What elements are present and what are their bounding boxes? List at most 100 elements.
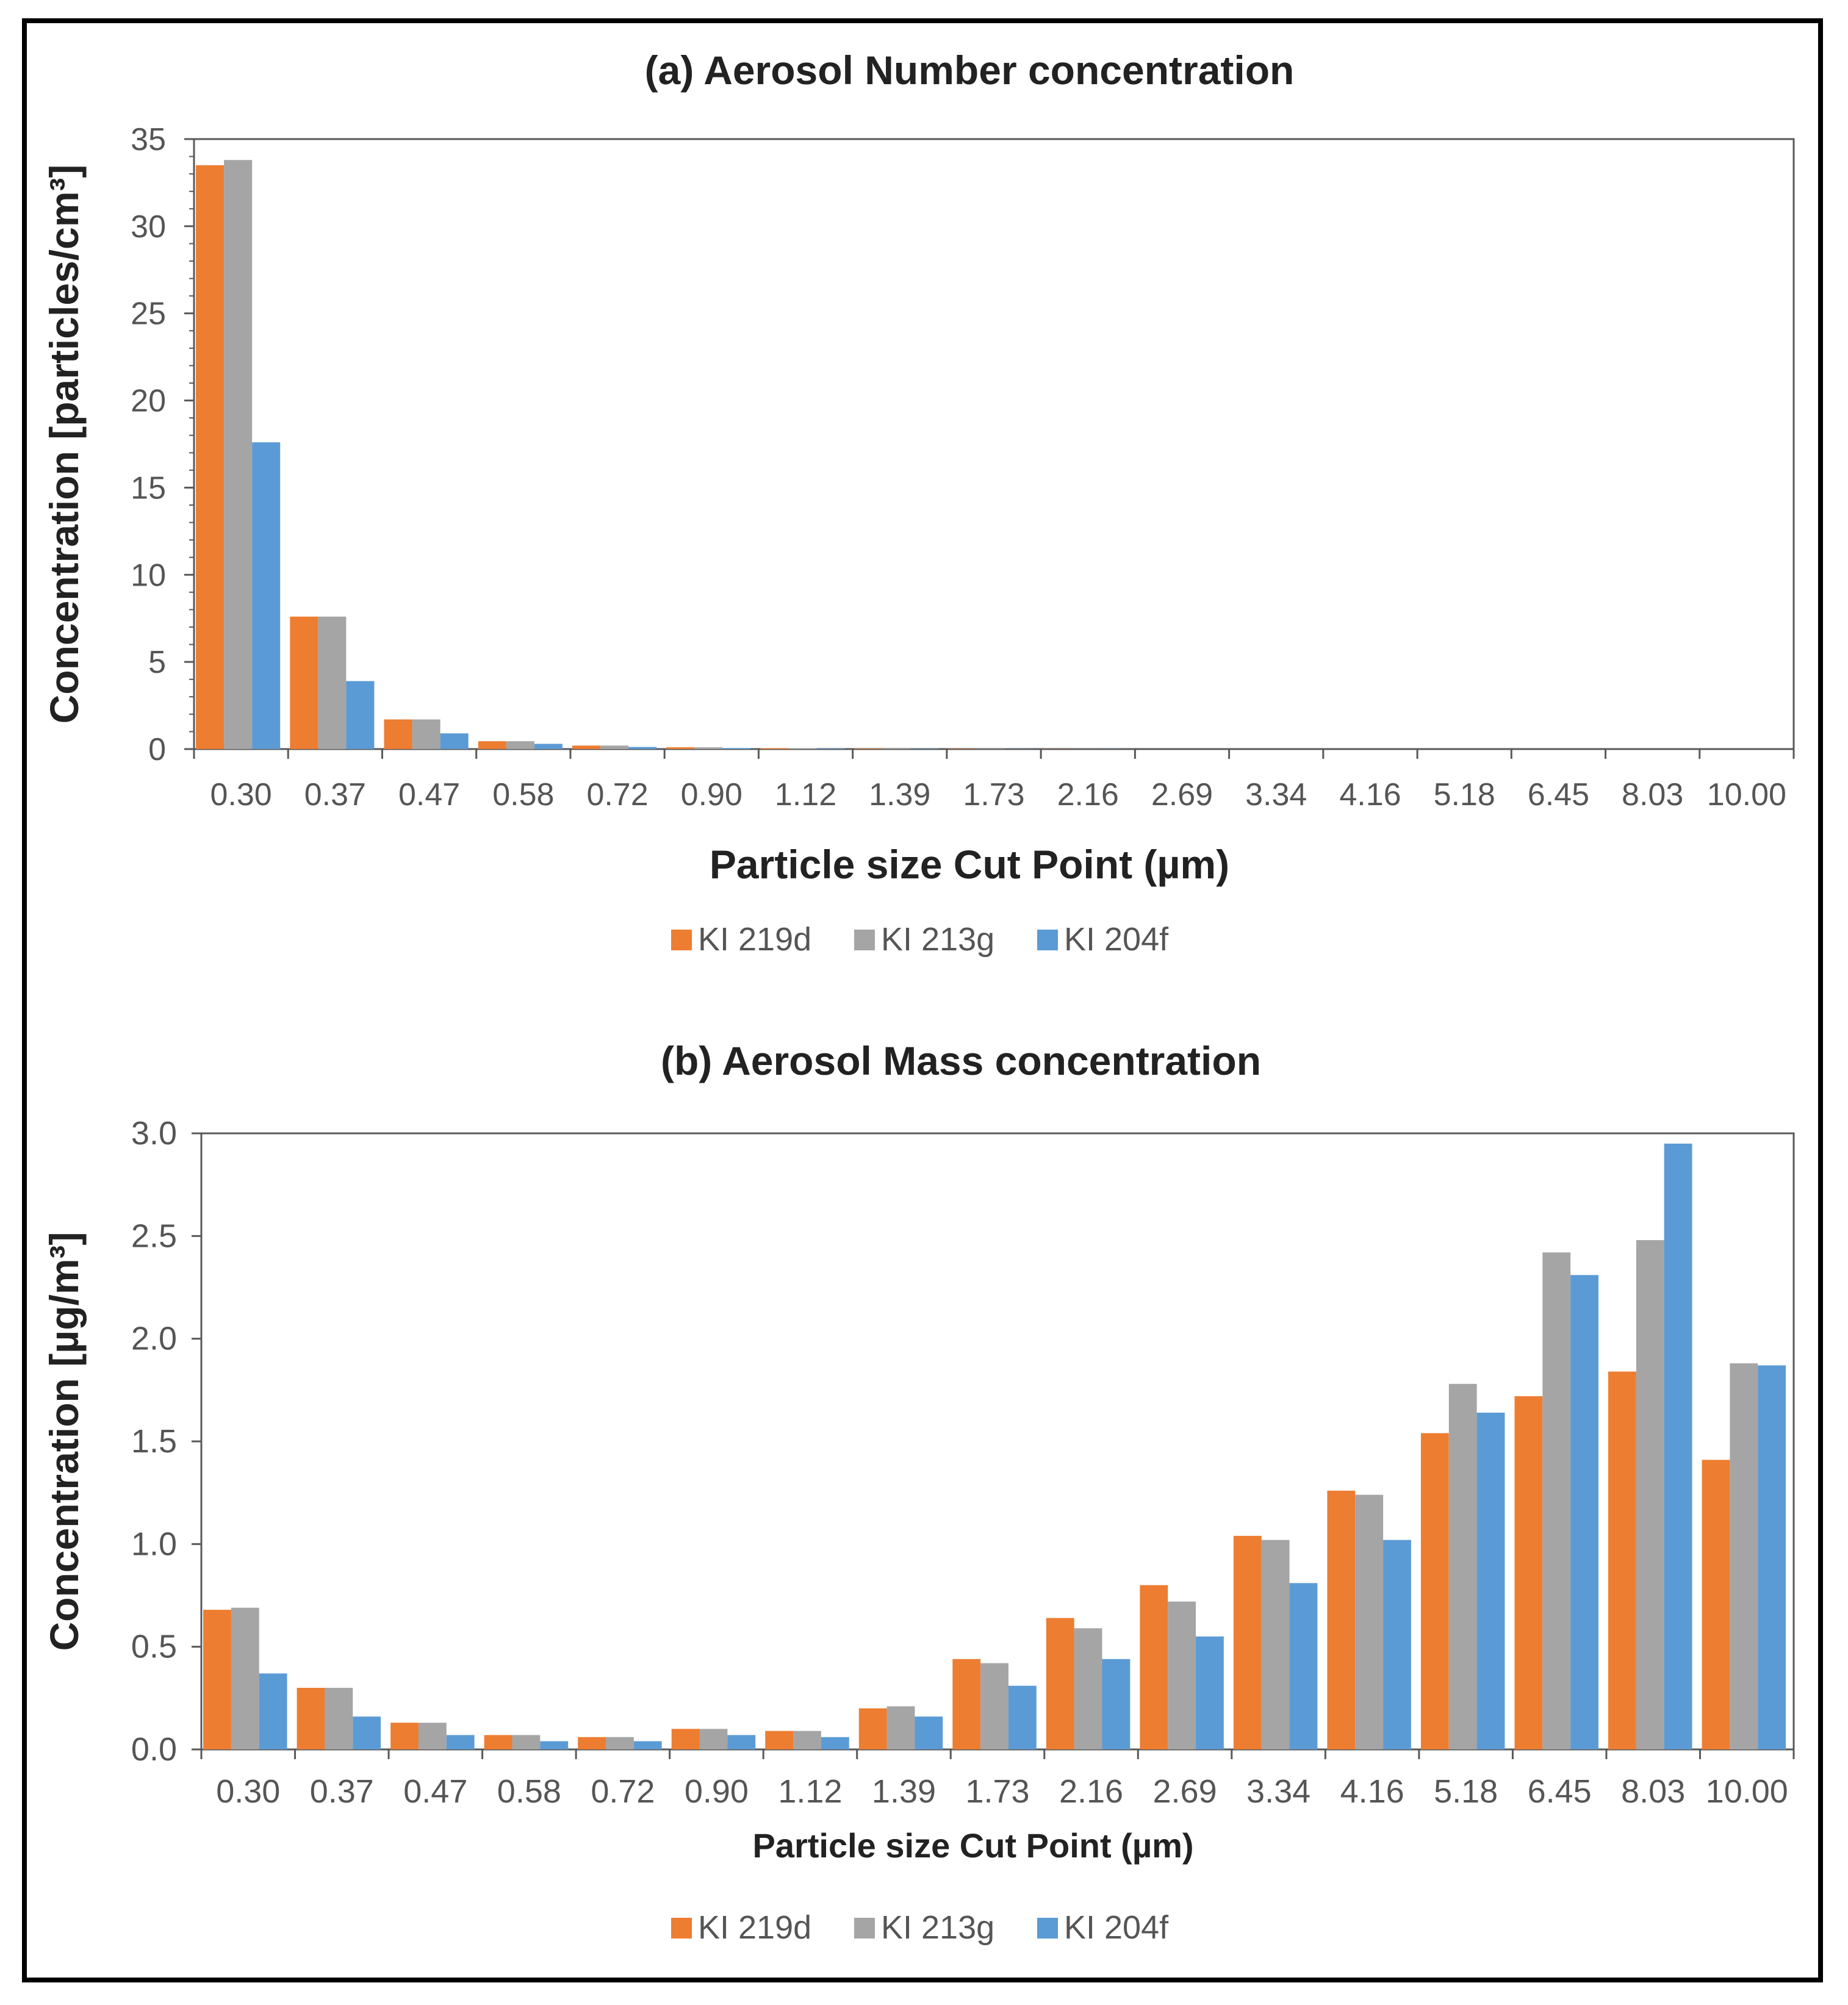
bar — [980, 1663, 1008, 1749]
x-tick-label: 2.16 — [1057, 777, 1119, 812]
x-tick-label: 4.16 — [1339, 777, 1401, 812]
bar — [1074, 1628, 1102, 1749]
bar — [1476, 1412, 1505, 1749]
y-tick-label: 10 — [131, 558, 166, 593]
bar — [418, 1723, 447, 1749]
y-tick-label: 1.0 — [131, 1526, 177, 1562]
bar — [1327, 1490, 1356, 1749]
bar — [1140, 1585, 1168, 1749]
bar — [886, 1706, 915, 1749]
bar — [1355, 1494, 1384, 1749]
x-tick-label: 0.90 — [685, 1773, 749, 1810]
x-tick-label: 3.34 — [1246, 1773, 1310, 1810]
bar — [506, 741, 534, 749]
bar — [534, 744, 563, 749]
legend-swatch — [1037, 930, 1058, 950]
bar — [628, 747, 657, 749]
x-tick-label: 1.12 — [775, 777, 836, 812]
bar — [297, 1688, 325, 1749]
bar — [540, 1741, 569, 1749]
bar — [1102, 1659, 1131, 1749]
bar — [1570, 1275, 1598, 1749]
legend-label: KI 213g — [881, 921, 994, 958]
bar — [1448, 1383, 1477, 1749]
bar — [882, 748, 911, 749]
y-tick-label: 0.0 — [131, 1731, 177, 1768]
chart-title: (a) Aerosol Number concentration — [645, 48, 1295, 93]
x-tick-label: 8.03 — [1621, 1773, 1685, 1810]
legend-swatch — [854, 930, 875, 950]
bar — [318, 616, 347, 749]
bar — [821, 1737, 849, 1749]
x-tick-label: 10.00 — [1707, 777, 1786, 812]
bar — [384, 719, 412, 749]
y-tick-label: 1.5 — [131, 1423, 177, 1460]
y-tick-label: 2.5 — [131, 1218, 177, 1254]
bar — [446, 1735, 475, 1749]
x-tick-label: 0.37 — [304, 777, 366, 812]
bar — [606, 1737, 634, 1749]
bar — [1542, 1252, 1571, 1749]
x-tick-label: 0.47 — [398, 777, 460, 812]
bar — [1233, 1535, 1262, 1749]
x-tick-label: 0.58 — [492, 777, 554, 812]
chart-b-mass-concentration: (b) Aerosol Mass concentration 0.0 0.5 1.0 1… — [41, 1038, 1795, 1946]
bar — [633, 1741, 662, 1749]
legend-label: KI 204f — [1064, 921, 1169, 958]
bar — [722, 748, 751, 749]
bar — [788, 748, 817, 749]
bar — [910, 748, 939, 749]
x-tick-label: 1.12 — [778, 1773, 842, 1810]
bar — [760, 748, 789, 749]
x-tick-label: 2.16 — [1059, 1773, 1123, 1810]
bar — [440, 733, 469, 749]
legend-label: KI 213g — [881, 1909, 994, 1946]
bar — [671, 1729, 700, 1749]
x-tick-label: 1.39 — [869, 777, 930, 812]
y-tick-label: 2.0 — [131, 1321, 177, 1357]
bar — [578, 1737, 606, 1749]
plot-area — [193, 138, 1795, 750]
bar — [353, 1716, 381, 1749]
y-tick-label: 25 — [131, 296, 166, 332]
bar — [765, 1731, 794, 1749]
y-tick-label: 5 — [148, 645, 166, 680]
x-tick-label: 10.00 — [1706, 1773, 1788, 1810]
x-tick-label: 0.30 — [216, 1773, 280, 1810]
y-tick-label: 35 — [131, 122, 166, 157]
bar — [325, 1688, 353, 1749]
bar — [694, 747, 723, 749]
bar — [346, 681, 375, 749]
x-tick-label: 0.37 — [310, 1773, 374, 1810]
bar — [666, 747, 695, 749]
x-tick-label: 8.03 — [1622, 777, 1683, 812]
x-tick-label: 0.30 — [210, 777, 272, 812]
bar — [1008, 1685, 1037, 1749]
bar — [512, 1735, 541, 1749]
x-tick-label: 4.16 — [1340, 1773, 1404, 1810]
y-axis-title: Concentration [particles/cm³] — [41, 165, 87, 724]
bar — [231, 1607, 259, 1749]
bar — [259, 1673, 287, 1749]
x-tick-label: 1.73 — [963, 777, 1024, 812]
bar — [572, 745, 601, 749]
x-tick-label: 6.45 — [1528, 1773, 1592, 1810]
bar — [1730, 1363, 1758, 1749]
x-tick-label: 0.72 — [586, 777, 648, 812]
y-tick-label: 30 — [131, 209, 166, 245]
chart-a-number-concentration: (a) Aerosol Number concentration 0 5 10 15 20… — [41, 48, 1795, 958]
bar — [1420, 1433, 1449, 1749]
bar — [1664, 1143, 1692, 1749]
figure-frame — [22, 18, 1823, 1982]
bar — [1289, 1583, 1318, 1749]
legend-swatch — [854, 1918, 875, 1939]
bar — [1636, 1240, 1664, 1749]
bar — [390, 1723, 419, 1749]
y-tick-label: 3.0 — [131, 1115, 177, 1152]
bar — [915, 1716, 943, 1749]
bar — [858, 1708, 887, 1749]
y-tick-label: 20 — [131, 384, 166, 419]
bar — [1196, 1636, 1224, 1749]
x-tick-label: 3.34 — [1245, 777, 1307, 812]
bar — [412, 719, 440, 749]
